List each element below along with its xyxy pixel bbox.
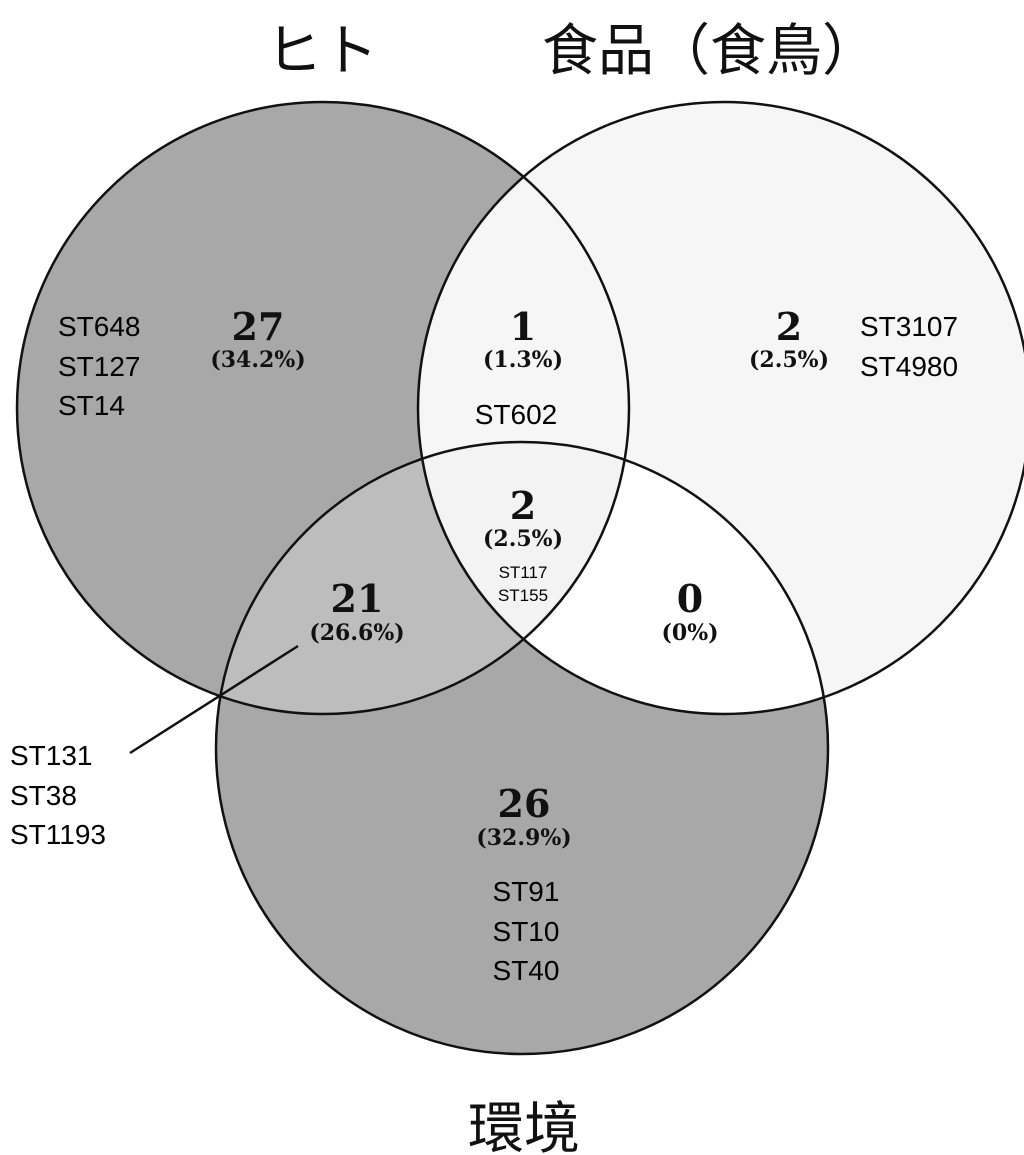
food-set-title: 食品（食鳥） [542, 19, 878, 84]
all-three-percent: (2.5%) [483, 526, 563, 552]
human-only-st-3: ST14 [58, 390, 125, 421]
human-only-count: 27 [232, 304, 285, 349]
food-only-count: 2 [776, 304, 802, 349]
all-three-st-2: ST155 [498, 586, 548, 605]
human-only-st-2: ST127 [58, 351, 141, 382]
human-env-st-1: ST131 [10, 740, 93, 771]
env-only-count: 26 [498, 781, 551, 826]
env-only-percent: (32.9%) [476, 825, 571, 851]
food-env-percent: (0%) [661, 620, 718, 646]
env-only-st-1: ST91 [493, 876, 560, 907]
human-only-percent: (34.2%) [210, 347, 305, 373]
human-env-percent: (26.6%) [309, 620, 404, 646]
food-only-percent: (2.5%) [749, 347, 829, 373]
human-env-st-2: ST38 [10, 780, 77, 811]
human-only-st-1: ST648 [58, 311, 141, 342]
food-only-st-2: ST4980 [860, 351, 958, 382]
environment-set-title: 環境 [468, 1097, 580, 1155]
food-env-count: 0 [677, 576, 703, 621]
all-three-count: 2 [510, 483, 536, 528]
all-three-st-1: ST117 [499, 563, 548, 582]
human-food-count: 1 [510, 304, 536, 349]
env-only-st-3: ST40 [493, 955, 560, 986]
human-env-st-3: ST1193 [10, 819, 106, 850]
human-set-title: ヒト [266, 19, 378, 84]
env-only-st-2: ST10 [493, 916, 560, 947]
human-food-st-1: ST602 [475, 399, 558, 430]
human-env-count: 21 [331, 576, 384, 621]
human-food-percent: (1.3%) [483, 347, 563, 373]
food-only-st-1: ST3107 [860, 311, 958, 342]
